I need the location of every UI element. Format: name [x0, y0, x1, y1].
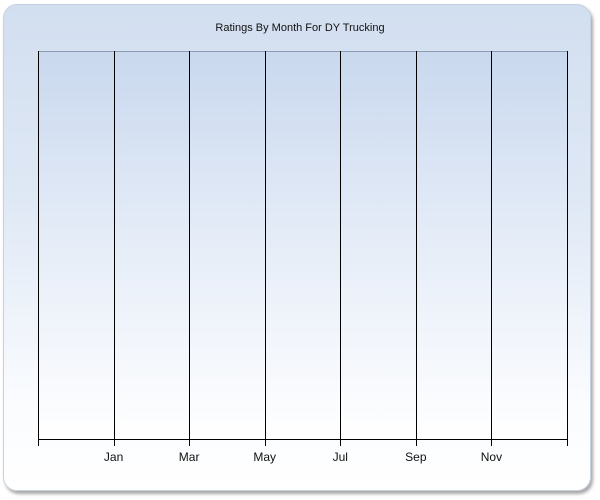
chart-title: Ratings By Month For DY Trucking — [215, 22, 385, 34]
x-tick-label: Jan — [104, 450, 123, 464]
x-tick-label: Sep — [405, 450, 427, 464]
x-tick-label: Nov — [481, 450, 502, 464]
x-tick-label: Mar — [179, 450, 200, 464]
plot-area — [38, 51, 567, 439]
x-tick-label: May — [253, 450, 276, 464]
x-tick-label: Jul — [333, 450, 348, 464]
